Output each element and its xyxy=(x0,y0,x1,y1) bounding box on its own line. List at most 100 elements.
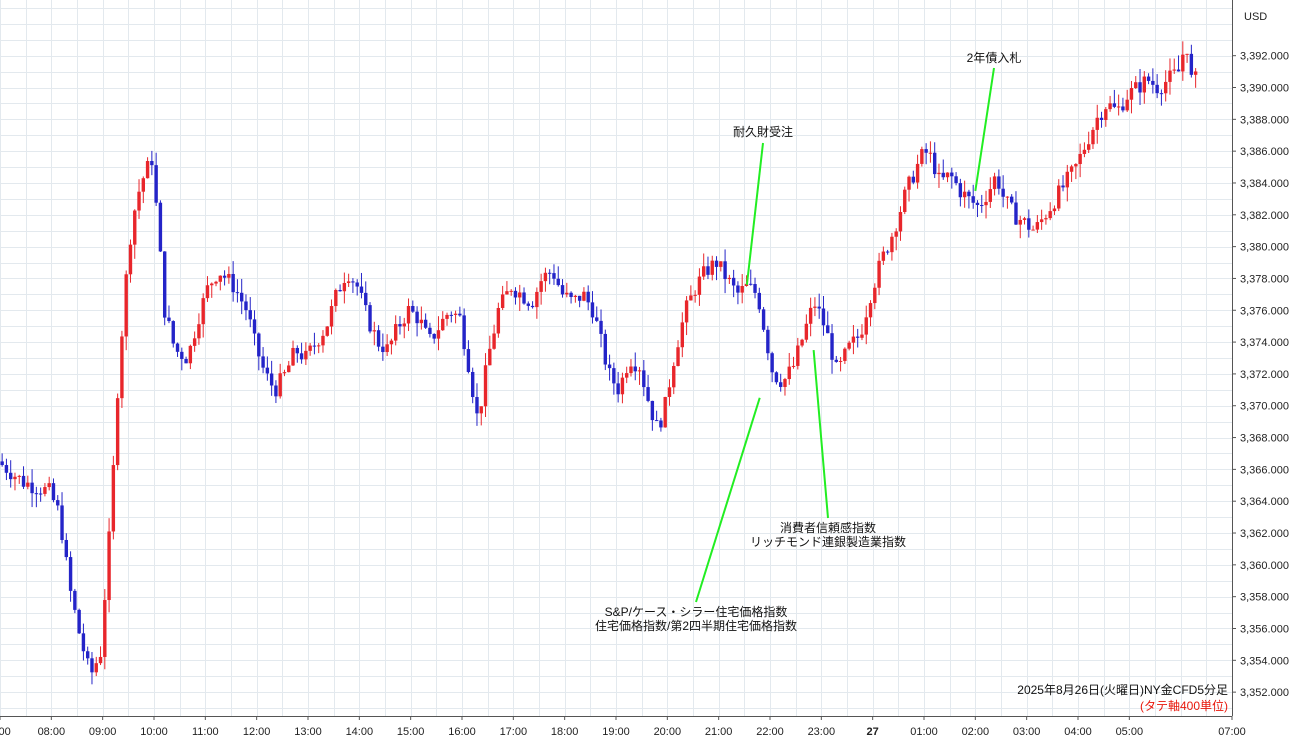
candle xyxy=(441,311,445,331)
candle-body xyxy=(98,656,103,664)
candle-body xyxy=(547,272,552,274)
candle-body xyxy=(393,324,398,341)
candle xyxy=(188,344,193,370)
candle-body xyxy=(30,482,34,494)
annotation-label: S&P/ケース・シラー住宅価格指数 xyxy=(605,604,788,619)
candle-body xyxy=(56,500,60,506)
x-tick-label: 02:00 xyxy=(962,726,990,738)
candle xyxy=(1125,89,1129,113)
candle-body xyxy=(1129,88,1134,100)
candle-body xyxy=(744,283,749,286)
y-tick-label: 3,362.000 xyxy=(1240,528,1289,540)
y-tick-label: 3,390.000 xyxy=(1240,83,1289,95)
candle-body xyxy=(543,272,548,282)
candle xyxy=(595,306,599,323)
candle xyxy=(684,296,689,336)
candle xyxy=(629,359,633,377)
candle xyxy=(612,362,616,395)
candle xyxy=(368,302,372,334)
candle xyxy=(881,246,886,266)
candle xyxy=(821,295,826,336)
candle-body xyxy=(778,382,783,387)
candle-body xyxy=(864,317,868,335)
candle xyxy=(406,298,411,332)
candle-body xyxy=(928,152,933,154)
candle-body xyxy=(402,323,406,327)
candle-body xyxy=(624,373,629,378)
candle-body xyxy=(201,298,205,325)
candle-body xyxy=(693,294,697,296)
candle xyxy=(458,306,462,317)
candle xyxy=(590,291,595,324)
candle xyxy=(727,274,732,284)
candle xyxy=(1048,202,1052,221)
candle-body xyxy=(898,212,903,232)
candle-body xyxy=(47,483,51,488)
candle-body xyxy=(552,273,556,279)
candle-body xyxy=(1112,103,1117,107)
candle xyxy=(111,455,116,540)
candle-body xyxy=(346,281,351,283)
candle-body xyxy=(992,176,997,190)
candle-body xyxy=(145,161,150,179)
candle-body xyxy=(406,306,411,324)
candle xyxy=(719,261,723,272)
candle-body xyxy=(689,295,693,301)
candle xyxy=(701,253,706,280)
candle-body xyxy=(595,317,599,321)
candle xyxy=(864,305,868,345)
candle xyxy=(890,232,894,261)
candle-body xyxy=(667,387,672,398)
candle xyxy=(81,623,86,661)
x-tick-label: 10:00 xyxy=(140,726,168,738)
candle xyxy=(924,143,928,165)
candle-body xyxy=(804,323,809,340)
candle xyxy=(552,264,556,285)
candle xyxy=(1112,89,1117,109)
candle xyxy=(873,283,877,310)
candle xyxy=(766,325,770,361)
candle-body xyxy=(432,333,436,339)
candle xyxy=(56,495,60,511)
candle xyxy=(1138,69,1142,105)
y-tick-label: 3,370.000 xyxy=(1240,401,1289,413)
candle xyxy=(787,352,791,385)
candle xyxy=(137,179,141,219)
candle xyxy=(120,330,124,408)
candle xyxy=(355,279,359,296)
candle xyxy=(359,272,364,299)
candle xyxy=(158,200,163,252)
candle-body xyxy=(612,368,616,384)
candle xyxy=(231,261,235,302)
candle-body xyxy=(843,348,847,361)
candle xyxy=(851,325,856,355)
candle xyxy=(453,310,458,324)
candle-body xyxy=(466,349,471,372)
candle xyxy=(376,325,381,352)
candle xyxy=(526,301,531,311)
candle xyxy=(637,366,642,385)
candle-body xyxy=(334,290,338,307)
candle-body xyxy=(988,189,993,202)
candle-body xyxy=(1082,149,1087,154)
candle-body xyxy=(975,202,980,206)
candle-body xyxy=(787,366,791,380)
candle xyxy=(248,297,252,328)
candle xyxy=(753,277,757,299)
candle xyxy=(1134,76,1138,89)
y-tick-label: 3,374.000 xyxy=(1240,337,1289,349)
candle-body xyxy=(325,326,329,336)
candle-body xyxy=(299,353,304,360)
candle-body xyxy=(560,285,565,295)
candle-body xyxy=(257,333,261,357)
candle-body xyxy=(68,557,73,591)
candle xyxy=(26,475,30,490)
candle xyxy=(903,186,907,215)
candle xyxy=(774,371,779,385)
candle-body xyxy=(1086,144,1091,150)
candle-body xyxy=(188,345,193,364)
candle xyxy=(894,228,898,251)
candle xyxy=(992,172,997,196)
candle xyxy=(227,266,231,284)
candle-body xyxy=(791,365,796,367)
